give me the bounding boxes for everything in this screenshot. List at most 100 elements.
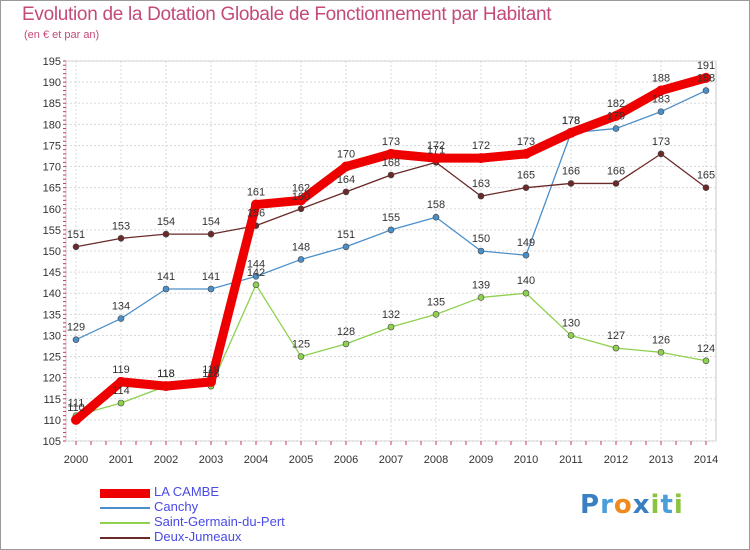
x-tick-label: 2013: [649, 454, 673, 466]
data-label: 141: [157, 271, 175, 283]
y-tick-label: 110: [43, 415, 61, 427]
series-la-cambe: [71, 72, 711, 425]
data-label: 171: [427, 144, 445, 156]
data-point: [117, 235, 125, 242]
data-label: 125: [292, 339, 310, 351]
data-label: 118: [202, 368, 220, 380]
data-point: [522, 289, 530, 297]
data-label: 124: [697, 343, 715, 355]
y-tick-label: 130: [43, 330, 61, 342]
data-label: 111: [68, 398, 85, 410]
data-label: 128: [337, 326, 355, 338]
data-label: 166: [562, 165, 580, 177]
data-label: 165: [697, 170, 715, 182]
y-tick-label: 185: [43, 98, 61, 110]
data-label: 170: [337, 149, 355, 161]
data-point: [477, 192, 485, 200]
y-tick-label: 135: [43, 309, 61, 321]
data-label: 119: [202, 364, 220, 376]
series-lines: [71, 72, 711, 425]
y-tick-label: 150: [43, 246, 61, 258]
data-label: 158: [427, 199, 445, 211]
logo-letter: i: [650, 490, 661, 520]
data-point: [567, 332, 575, 339]
x-tick-label: 2003: [199, 454, 223, 466]
legend-label: Canchy: [154, 499, 199, 514]
chart-subtitle: (en € et par an): [24, 29, 100, 41]
y-tick-label: 120: [43, 373, 61, 385]
y-tick-label: 160: [43, 204, 61, 216]
data-point: [477, 294, 485, 301]
y-tick-label: 125: [43, 352, 61, 364]
axes: 105 110 115 120 125 130 135 140 145 150 155 160 165 1…: [43, 56, 719, 466]
data-point: [342, 243, 350, 251]
data-label: 188: [697, 73, 715, 85]
data-point: [567, 180, 575, 187]
data-label: 173: [652, 136, 670, 148]
data-point: [117, 315, 125, 322]
y-tick-label: 155: [43, 225, 61, 237]
data-point: [72, 243, 80, 251]
data-point: [476, 153, 486, 164]
legend-label: Deux-Jumeaux: [154, 529, 242, 544]
chart-title: Evolution de la Dotation Globale de Fonc…: [22, 4, 552, 25]
data-point: [387, 226, 395, 234]
data-label: 154: [157, 216, 175, 228]
data-label: 118: [157, 368, 175, 380]
data-point: [702, 87, 710, 94]
y-tick-label: 115: [43, 394, 61, 406]
data-label: 166: [607, 165, 625, 177]
data-point: [431, 153, 441, 164]
data-label: 132: [382, 309, 400, 321]
legend-swatch: [100, 507, 150, 509]
x-tick-label: 2006: [334, 454, 358, 466]
data-label: 178: [562, 115, 580, 127]
data-point: [162, 285, 170, 293]
x-tick-label: 2012: [604, 454, 628, 466]
data-label: 118: [157, 368, 175, 380]
data-label: 150: [472, 233, 490, 245]
data-label: 142: [247, 267, 265, 279]
x-tick-label: 2005: [289, 454, 313, 466]
data-point: [477, 247, 485, 255]
data-point: [657, 349, 665, 356]
data-label: 182: [607, 98, 625, 110]
data-label: 173: [517, 136, 535, 148]
grid: [65, 60, 717, 442]
data-label: 164: [337, 174, 355, 186]
x-tick-label: 2002: [154, 454, 178, 466]
x-tick-label: 2010: [514, 454, 538, 466]
legend-swatch: [100, 522, 150, 524]
legend-label: Saint-Germain-du-Pert: [154, 514, 285, 529]
data-point: [432, 213, 440, 221]
logo-letter: x: [632, 490, 651, 520]
y-tick-label: 175: [43, 140, 61, 152]
y-tick-label: 140: [43, 288, 61, 300]
data-point: [387, 171, 395, 179]
data-label: 161: [247, 187, 265, 199]
y-tick-label: 170: [43, 162, 61, 174]
data-label: 110: [67, 402, 85, 414]
data-label: 162: [292, 182, 310, 194]
data-point: [252, 273, 260, 280]
data-label: 140: [517, 275, 535, 287]
data-label: 178: [562, 115, 580, 127]
data-point: [522, 251, 530, 259]
data-label: 179: [607, 111, 625, 123]
y-tick-label: 190: [43, 77, 61, 89]
data-point: [297, 205, 305, 213]
y-tick-label: 180: [43, 119, 61, 131]
data-point: [522, 184, 530, 191]
data-label: 163: [472, 178, 490, 190]
data-label: 188: [652, 73, 670, 85]
data-label: 149: [517, 237, 535, 249]
x-tick-label: 2009: [469, 454, 493, 466]
data-label: 129: [67, 322, 85, 334]
data-point: [656, 85, 666, 96]
data-label: 155: [382, 212, 400, 224]
data-label: 168: [382, 157, 400, 169]
data-point: [521, 148, 531, 159]
